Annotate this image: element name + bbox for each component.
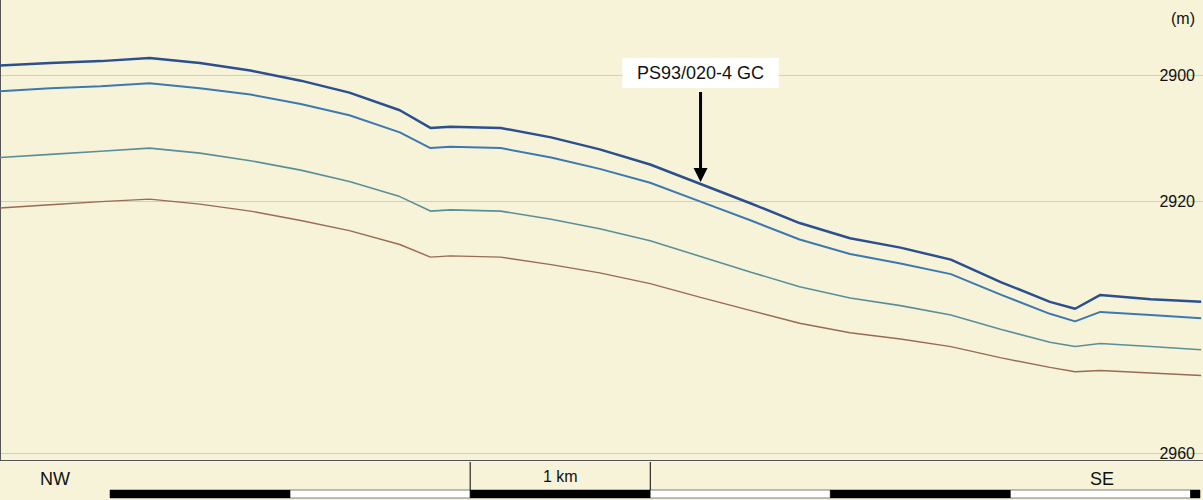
svg-text:1 km: 1 km (543, 468, 578, 485)
svg-text:2920: 2920 (1159, 193, 1195, 210)
svg-text:PS93/020-4 GC: PS93/020-4 GC (637, 63, 764, 83)
svg-text:2900: 2900 (1159, 67, 1195, 84)
svg-text:(m): (m) (1171, 10, 1195, 27)
svg-text:2960: 2960 (1159, 445, 1195, 462)
svg-text:NW: NW (40, 469, 70, 489)
svg-text:SE: SE (1090, 469, 1114, 489)
